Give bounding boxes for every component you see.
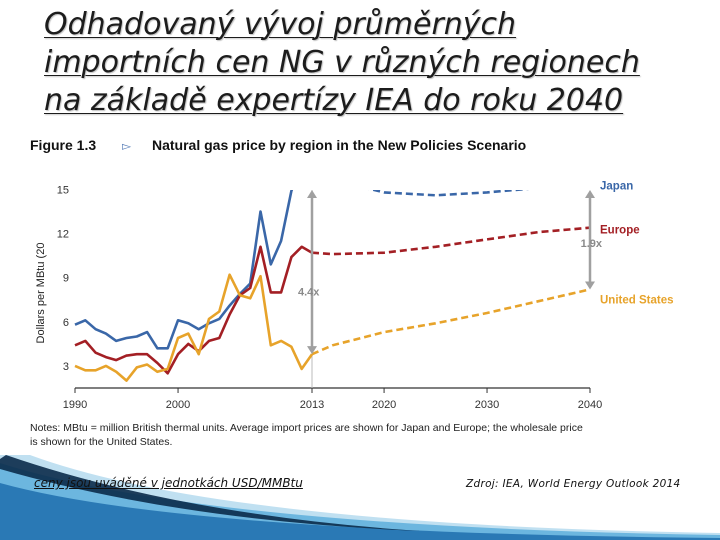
footer-source: Zdroj: IEA, World Energy Outlook 2014 [466,478,681,490]
x-tick-label: 2013 [300,399,324,411]
y-tick-label: 15 [57,184,69,196]
x-tick-label: 1990 [63,399,87,411]
ratio-arrowhead-up [307,190,317,198]
slide-title-line-2: importních cen NG v různých regionech [44,45,640,80]
ratio-label: 1.9x [581,238,603,250]
slide-title-line-3: na základě expertízy IEA do roku 2040 [44,83,624,118]
figure-label: Figure 1.3 [30,137,97,153]
y-tick-label: 3 [63,361,69,373]
slide-title-line-1: Odhadovaný vývoj průměrných [44,7,517,42]
slide-title: Odhadovaný vývoj průměrných importních c… [44,6,684,120]
series-united-states-historical [74,273,314,382]
figure-notes-line-2: is shown for the United States. [30,436,173,448]
series-japan-projection [368,190,530,197]
footer-units-note: ceny jsou uváděné v jednotkách USD/MMBtu [34,476,303,490]
y-tick-label: 9 [63,273,69,285]
ratio-label: 4.4x [298,286,320,298]
figure-header: Figure 1.3 ▻ Natural gas price by region i… [30,137,526,153]
ratio-arrowhead-up [585,190,595,198]
series-europe-historical [74,245,313,375]
chart-svg: Dollars per MBtu (20 3 6 9 12 15 1990 2000 2013 2… [35,181,674,411]
legend-label-europe: Europe [600,225,640,237]
y-tick-label: 6 [63,317,69,329]
series-japan-historical [74,190,294,350]
ratio-arrowhead-down [307,346,317,355]
figure-arrow-icon: ▻ [122,139,132,153]
y-axis-label: Dollars per MBtu (20 [35,243,47,344]
legend-label-united-states: United States [600,294,674,306]
chart-area: Dollars per MBtu (20 3 6 9 12 15 1990 2000 2013 2… [30,160,700,420]
x-tick-label: 2000 [166,399,190,411]
series-united-states-projection [311,288,591,356]
footer-swoosh [0,455,720,540]
y-tick-label: 12 [57,229,69,241]
x-tick-label: 2020 [372,399,396,411]
legend-label-japan: Japan [600,181,633,193]
x-tick-label: 2030 [475,399,499,411]
ratio-arrowhead-down [585,281,595,290]
x-tick-label: 2040 [578,399,602,411]
figure-notes-line-1: Notes: MBtu = million British thermal un… [30,422,583,434]
series-europe-projection [311,226,591,256]
figure-notes: Notes: MBtu = million British thermal un… [30,421,710,449]
figure-caption: Natural gas price by region in the New P… [152,137,527,153]
